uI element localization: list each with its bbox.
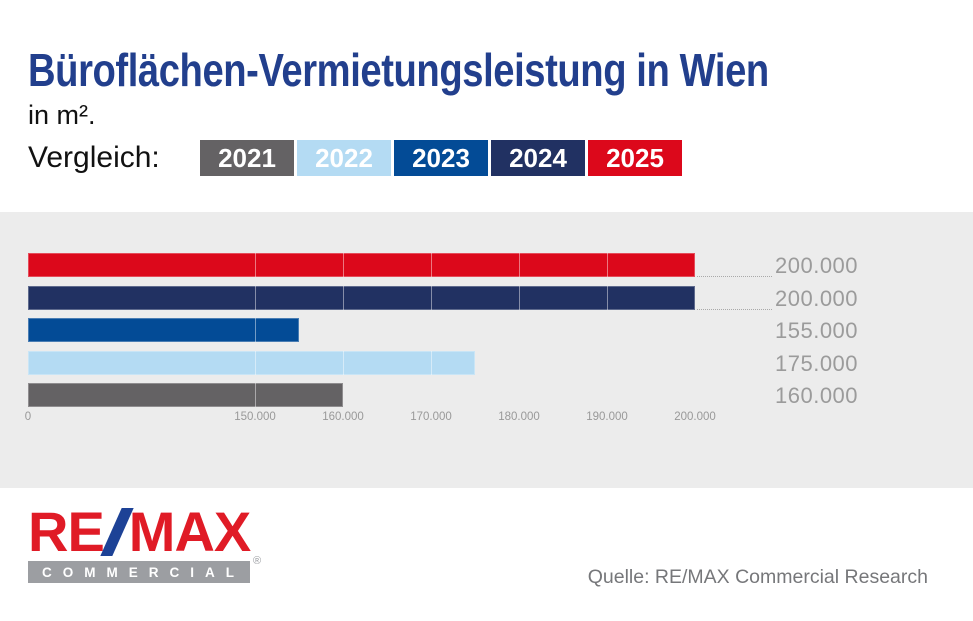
bar-row-2025: 200.000: [28, 253, 973, 278]
legend-badge-2024: 2024: [491, 140, 585, 176]
bar-2025: [28, 253, 695, 277]
legend-badge-2022: 2022: [297, 140, 391, 176]
registered-trademark-icon: ®: [253, 555, 262, 567]
gridline: [431, 285, 432, 310]
axis-tick-label: 150.000: [234, 411, 276, 423]
bar-2022: [28, 350, 475, 375]
remax-commercial-logo: RE MAX COMMERCIAL ®: [28, 500, 262, 583]
legend-badge-2023: 2023: [394, 140, 488, 176]
page-title: Büroflächen-Vermietungsleistung in Wien: [28, 44, 769, 96]
axis-tick-label: 180.000: [498, 411, 540, 423]
leader-line: [697, 308, 772, 310]
gridline: [519, 285, 520, 310]
bar-value-label: 200.000: [775, 285, 859, 311]
gridline: [607, 253, 608, 277]
remax-wordmark: RE MAX: [28, 500, 258, 563]
chart-panel: 200.000 200.000 155.000 175.000 160.000 0 150…: [0, 212, 973, 488]
logo-max-text: MAX: [128, 500, 251, 563]
gridline: [255, 383, 256, 407]
axis-tick-label: 0: [24, 411, 32, 423]
axis-tick-label: 200.000: [674, 411, 716, 423]
legend-badge-2025: 2025: [588, 140, 682, 176]
legend-badge-2021: 2021: [200, 140, 294, 176]
bar-2023: [28, 318, 299, 342]
comparison-label: Vergleich:: [28, 141, 160, 174]
gridline: [519, 253, 520, 277]
bar-row-2023: 155.000: [28, 318, 973, 343]
gridline: [255, 318, 256, 342]
legend: 2021 2022 2023 2024 2025: [200, 140, 682, 176]
gridline: [255, 350, 256, 375]
gridline: [607, 285, 608, 310]
logo-re-text: RE: [28, 500, 105, 563]
bar-value-label: 160.000: [775, 383, 859, 408]
gridline: [431, 253, 432, 277]
axis-tick-label: 190.000: [586, 411, 628, 423]
chart-subtitle: in m².: [28, 100, 96, 130]
leader-line: [697, 276, 772, 277]
gridline: [255, 285, 256, 310]
bar-value-label: 200.000: [775, 253, 859, 278]
axis-tick-label: 160.000: [322, 411, 364, 423]
bar-value-label: 155.000: [775, 318, 859, 343]
bar-2021: [28, 383, 343, 407]
gridline: [255, 253, 256, 277]
bar-2024: [28, 285, 695, 310]
gridline: [343, 285, 344, 310]
gridline: [343, 350, 344, 375]
bar-row-2022: 175.000: [28, 350, 973, 376]
x-axis: 0 150.000 160.000 170.000 180.000 190.000 200.…: [0, 411, 973, 425]
axis-tick-label: 170.000: [410, 411, 452, 423]
gridline: [343, 253, 344, 277]
bar-row-2021: 160.000: [28, 383, 973, 408]
logo-commercial-banner: COMMERCIAL: [28, 561, 250, 583]
source-credit: Quelle: RE/MAX Commercial Research: [587, 566, 928, 588]
bar-row-2024: 200.000: [28, 285, 973, 311]
bar-value-label: 175.000: [775, 350, 859, 376]
gridline: [431, 350, 432, 375]
